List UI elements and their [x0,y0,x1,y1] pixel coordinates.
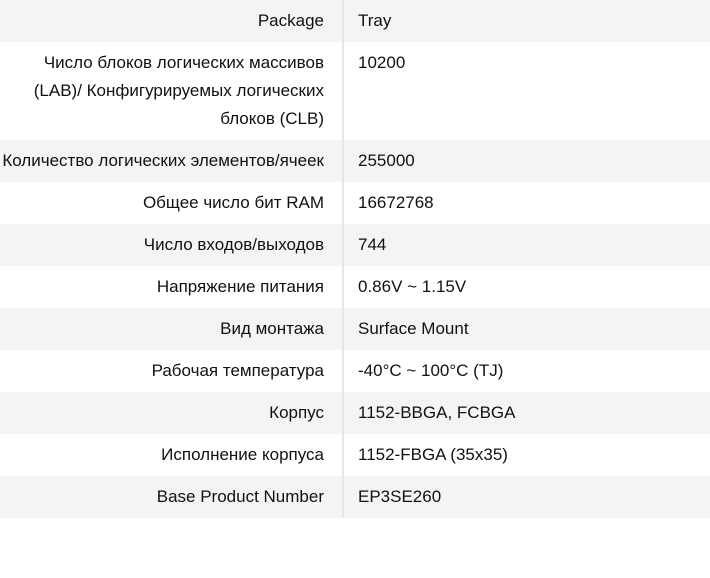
spec-value: 0.86V ~ 1.15V [358,277,467,296]
spec-value: 744 [343,224,710,266]
spec-value: Tray [343,0,710,42]
spec-value: Surface Mount [343,308,710,350]
spec-row: Количество логических элементов/ячеек 255… [0,140,710,182]
spec-label: Base Product Number [0,476,344,518]
spec-label: Package [0,0,344,42]
spec-value: 1152-BBGA, FCBGA [343,392,710,434]
spec-value: EP3SE260 [343,476,710,518]
spec-row: Напряжение питания 0.86V ~ 1.15V [0,266,710,308]
spec-label: Исполнение корпуса [0,434,344,476]
spec-label: Общее число бит RAM [0,182,344,224]
spec-value: 16672768 [358,193,434,212]
spec-row: Base Product Number EP3SE260 [0,476,710,518]
spec-label: Напряжение питания [0,266,344,308]
spec-row: Число входов/выходов 744 [0,224,710,266]
spec-label: Число входов/выходов [0,224,344,266]
spec-label: Рабочая температура [0,350,344,392]
spec-table: Package Tray Число блоков логических масси… [0,0,710,518]
spec-row: Общее число бит RAM 16672768 [0,182,710,224]
spec-value: 1152-FBGA (35x35) [358,445,508,464]
spec-row: Вид монтажа Surface Mount [0,308,710,350]
spec-row: Исполнение корпуса 1152-FBGA (35x35) [0,434,710,476]
spec-row: Число блоков логических массивов (LAB)/ … [0,42,710,140]
spec-row: Package Tray [0,0,710,42]
spec-value: -40°C ~ 100°C (TJ) [358,361,504,380]
spec-label: Вид монтажа [0,308,344,350]
spec-label: Корпус [0,392,344,434]
spec-row: Рабочая температура -40°C ~ 100°C (TJ) [0,350,710,392]
spec-value: 10200 [358,53,406,72]
spec-row: Корпус 1152-BBGA, FCBGA [0,392,710,434]
spec-label: Количество логических элементов/ячеек [0,140,344,182]
spec-value: 255000 [343,140,710,182]
spec-label: Число блоков логических массивов (LAB)/ … [0,42,344,140]
